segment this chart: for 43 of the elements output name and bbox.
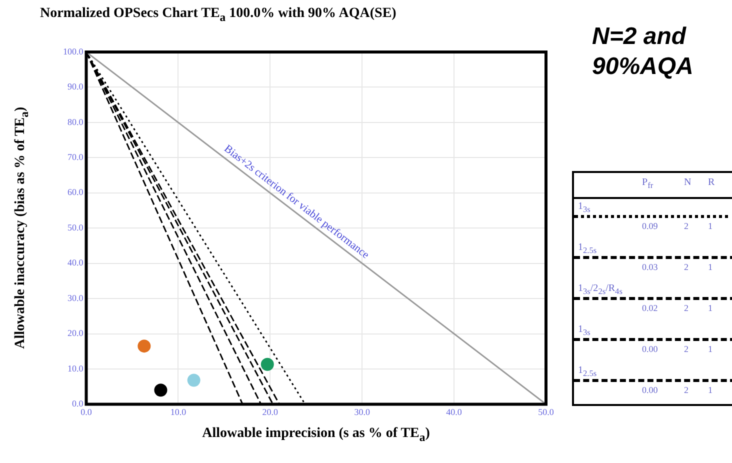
- text: 1$_{2.5s}$: [578, 365, 597, 378]
- x-axis-title: Allowable imprecision (s as % of TE$_{a}$): [202, 426, 430, 444]
- chart-title: Normalized OPSecs Chart TE$_{a}$ 100.0% with 90% AQA(SE): [40, 6, 396, 24]
- text: 2: [684, 262, 688, 272]
- y-tick-label: 10.0: [68, 363, 84, 374]
- y-tick-label: 20.0: [68, 328, 84, 338]
- y-tick-label: 70.0: [68, 152, 84, 162]
- text: 1: [708, 221, 712, 232]
- y-tick-label: 50.0: [68, 222, 84, 232]
- text: 0.00: [642, 385, 658, 396]
- x-tick-label: 0.0: [80, 406, 92, 417]
- y-tick-label: 80.0: [68, 116, 84, 127]
- text: P$_{fr}$: [642, 177, 654, 190]
- x-tick-label: 50.0: [538, 406, 554, 417]
- text: 0.00: [642, 344, 658, 354]
- text: 1: [708, 303, 712, 314]
- x-tick-label: 30.0: [354, 406, 370, 417]
- y-tick-label: 60.0: [68, 187, 84, 198]
- text: 1$_{2.5s}$: [578, 242, 597, 256]
- text: 1$_{3s}$/2$_{2s}$/R$_{4s}$: [578, 283, 622, 296]
- text: 2: [684, 303, 688, 314]
- text: 1$_{3s}$: [578, 324, 590, 338]
- text: 0.02: [642, 303, 658, 314]
- y-tick-label: 40.0: [68, 258, 84, 268]
- text: 2: [684, 221, 688, 232]
- y-tick-label: 100.0: [63, 46, 84, 56]
- y-tick-label: 90.0: [68, 82, 84, 92]
- y-tick-label: 30.0: [68, 292, 84, 303]
- x-tick-label: 40.0: [446, 406, 462, 417]
- text: 1: [708, 385, 712, 396]
- text: 1: [708, 344, 712, 354]
- text: 2: [684, 385, 688, 396]
- text: N=2 and 90%AQA: [592, 22, 694, 82]
- text: N: [684, 177, 692, 188]
- text: 0.09: [642, 221, 658, 232]
- text: 0.03: [642, 262, 658, 272]
- text: 2: [684, 344, 688, 354]
- x-tick-label: 10.0: [170, 406, 187, 417]
- text: R: [708, 177, 715, 188]
- text: 1$_{3s}$: [578, 201, 590, 214]
- y-tick-label: 0.0: [72, 398, 84, 409]
- text: 1: [708, 262, 712, 272]
- x-tick-label: 20.0: [262, 406, 279, 417]
